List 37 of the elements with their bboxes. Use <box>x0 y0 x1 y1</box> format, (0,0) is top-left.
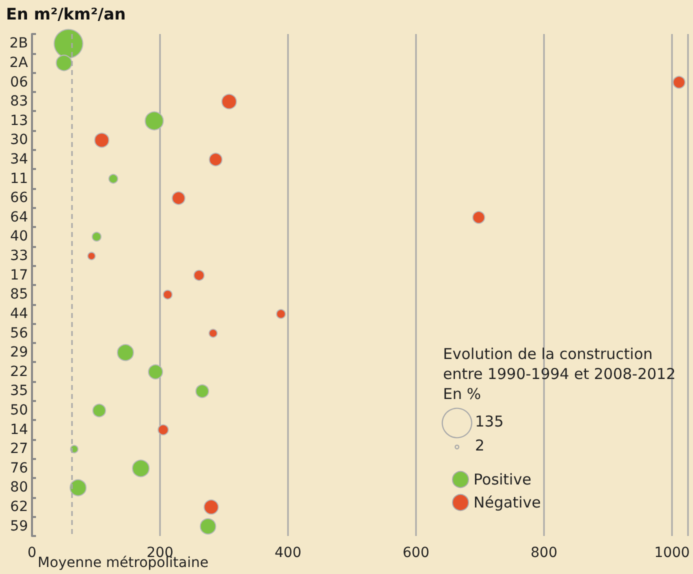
y-tick-label: 85 <box>10 286 28 303</box>
legend-label: 135 <box>475 412 504 430</box>
y-tick-label: 29 <box>10 344 28 361</box>
y-tick-label: 76 <box>10 460 28 476</box>
y-tick-label: 34 <box>10 152 28 168</box>
y-tick-label: 2B <box>9 36 28 52</box>
y-tick-label: 56 <box>10 325 28 342</box>
x-tick-label: 0 <box>28 545 36 561</box>
legend-label: Négative <box>474 494 541 512</box>
y-tick-label: 44 <box>10 306 28 322</box>
y-axis-title: En m²/km²/an <box>6 4 126 24</box>
y-tick-label: 22 <box>10 364 28 380</box>
y-tick-label: 17 <box>10 267 28 284</box>
y-tick-label: 14 <box>10 422 28 438</box>
x-tick-label: 1000 <box>654 545 690 561</box>
legend-label: 2 <box>475 436 485 454</box>
y-tick-label: 35 <box>10 383 28 400</box>
legend-label: Positive <box>474 470 532 488</box>
y-tick-label: 40 <box>10 228 28 245</box>
x-tick-label: 600 <box>402 545 430 561</box>
y-tick-label: 13 <box>10 112 28 129</box>
y-tick-label: 33 <box>10 248 28 264</box>
y-tick-label: 06 <box>10 74 28 90</box>
y-tick-label: 80 <box>10 480 28 496</box>
y-tick-label: 62 <box>10 499 28 516</box>
y-tick-label: 30 <box>10 132 28 148</box>
y-tick-label: 2A <box>10 54 28 71</box>
y-tick-label: 83 <box>10 94 28 110</box>
y-tick-label: 11 <box>10 170 28 187</box>
y-tick-label: 64 <box>10 209 28 226</box>
y-tick-label: 27 <box>10 441 28 458</box>
x-tick-label: 800 <box>530 545 558 561</box>
legend-title: Evolution de la construction entre 1990-1994 et 2008-2012 En % <box>443 345 676 403</box>
y-tick-label: 59 <box>10 518 28 534</box>
x-tick-label: 400 <box>274 545 302 561</box>
y-tick-label: 66 <box>10 190 28 206</box>
y-tick-label: 50 <box>10 402 28 418</box>
